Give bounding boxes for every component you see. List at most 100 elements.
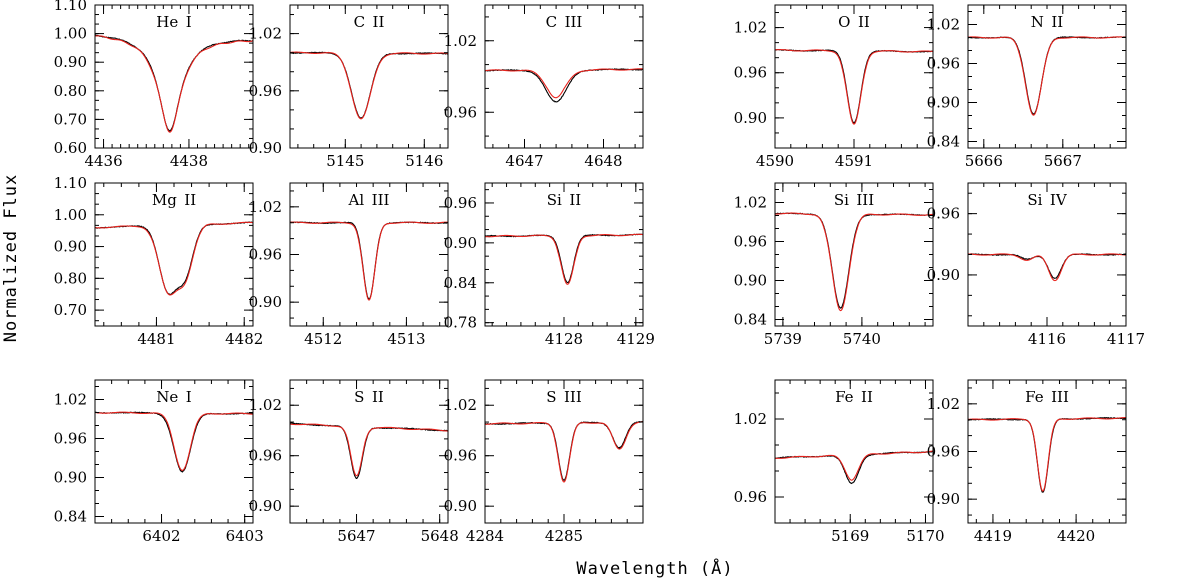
model-spectrum-line	[95, 35, 253, 133]
x-tick-label: 4284	[466, 527, 504, 545]
observed-spectrum-line	[485, 420, 643, 481]
observed-spectrum-line	[290, 221, 448, 300]
model-spectrum-line	[290, 221, 448, 301]
y-tick-label: 1.10	[54, 0, 87, 14]
panel-grid: He I 0.60 0.70 0.80 0.90 1.00 1.10 4436 4438 C II…	[54, 0, 1146, 545]
y-tick-label: 0.84	[444, 274, 477, 292]
y-tick-label: 0.90	[54, 53, 87, 71]
x-tick-label: 4482	[225, 330, 263, 348]
y-tick-label: 0.90	[734, 109, 767, 127]
y-tick-label: 0.90	[927, 94, 960, 112]
y-tick-label: 0.90	[54, 238, 87, 256]
x-tick-label: 4590	[756, 152, 794, 170]
y-tick-label: 1.02	[444, 396, 477, 414]
spectrum-panel: Al III 0.90 0.96 1.02 4512 4513	[249, 182, 449, 348]
panel-title: Mg II	[152, 191, 196, 209]
y-tick-label: 0.90	[927, 490, 960, 508]
y-tick-label: 0.60	[54, 139, 87, 157]
model-spectrum-line	[968, 36, 1126, 116]
panel-title: Fe II	[835, 388, 873, 406]
y-tick-label: 0.96	[734, 233, 767, 251]
y-tick-label: 0.90	[444, 497, 477, 515]
x-tick-label: 5667	[1044, 152, 1082, 170]
observed-spectrum-line	[775, 48, 933, 124]
x-tick-label: 5648	[421, 527, 459, 545]
panel-title: N II	[1031, 13, 1064, 31]
x-tick-label: 4129	[617, 330, 655, 348]
x-tick-label: 5647	[337, 527, 375, 545]
x-tick-label: 5146	[405, 152, 443, 170]
panel-title: Si III	[834, 191, 874, 209]
y-tick-label: 0.90	[249, 293, 282, 311]
y-tick-label: 0.80	[54, 269, 87, 287]
y-tick-label: 1.02	[249, 198, 282, 216]
y-tick-label: 0.96	[444, 447, 477, 465]
y-tick-label: 0.96	[927, 205, 960, 223]
x-tick-label: 5145	[326, 152, 364, 170]
spectrum-panel: Fe III 0.90 0.96 1.02 4419 4420	[927, 379, 1127, 545]
model-spectrum-line	[485, 233, 643, 285]
y-tick-label: 1.02	[734, 410, 767, 428]
y-tick-label: 0.78	[444, 314, 477, 332]
y-tick-label: 0.96	[734, 64, 767, 82]
spectrum-panel: Si II 0.78 0.84 0.90 0.96 4128 4129	[444, 182, 655, 348]
x-tick-label: 4128	[545, 330, 583, 348]
y-tick-label: 0.90	[734, 272, 767, 290]
y-tick-label: 1.02	[734, 194, 767, 212]
y-tick-label: 0.96	[734, 488, 767, 506]
y-tick-label: 0.96	[249, 447, 282, 465]
spectrum-panel: O II 0.90 0.96 1.02 4590 4591	[734, 4, 934, 170]
y-tick-label: 0.84	[54, 508, 87, 526]
model-spectrum-line	[290, 51, 448, 120]
model-spectrum-line	[485, 68, 643, 99]
panel-title: S II	[354, 388, 384, 406]
panel-title: Ne I	[156, 388, 192, 406]
x-tick-label: 4436	[84, 152, 122, 170]
x-tick-label: 5739	[764, 330, 802, 348]
y-axis-title: Normalized Flux	[1, 174, 21, 343]
observed-spectrum-line	[775, 212, 933, 309]
panel-title: C III	[546, 13, 583, 31]
model-spectrum-line	[775, 450, 933, 481]
y-tick-label: 0.90	[927, 266, 960, 284]
spectrum-panel: S II 0.90 0.96 1.02 5647 5648	[249, 379, 459, 545]
y-tick-label: 1.02	[249, 25, 282, 43]
spectrum-panel: Fe II 0.96 1.02 5169 5170	[734, 379, 945, 545]
y-tick-label: 0.96	[54, 430, 87, 448]
observed-spectrum-line	[95, 411, 253, 473]
model-spectrum-line	[775, 49, 933, 125]
model-spectrum-line	[290, 423, 448, 477]
x-tick-label: 4591	[835, 152, 873, 170]
x-tick-label: 4647	[505, 152, 543, 170]
panel-title: C II	[354, 13, 385, 31]
y-tick-label: 0.90	[249, 497, 282, 515]
y-tick-label: 0.70	[54, 301, 87, 319]
x-tick-label: 4419	[974, 527, 1012, 545]
panel-title: Si II	[547, 191, 581, 209]
panel-frame	[289, 4, 449, 149]
panel-title: He I	[156, 13, 191, 31]
spectrum-panel: N II 0.84 0.90 0.96 1.02 5666 5667	[927, 4, 1127, 170]
x-tick-label: 5169	[831, 527, 869, 545]
y-tick-label: 0.90	[249, 139, 282, 157]
y-tick-label: 0.96	[249, 246, 282, 264]
panel-title: S III	[546, 388, 582, 406]
panel-frame	[484, 4, 644, 149]
y-tick-label: 1.10	[54, 174, 87, 192]
y-tick-label: 0.96	[249, 82, 282, 100]
y-tick-label: 0.96	[927, 443, 960, 461]
model-spectrum-line	[485, 421, 643, 483]
panel-title: O II	[838, 13, 870, 31]
spectrum-panel: C III 0.96 1.02 4647 4648	[444, 4, 644, 170]
model-spectrum-line	[968, 253, 1126, 282]
panel-title: Fe III	[1025, 388, 1069, 406]
x-tick-label: 4512	[304, 330, 342, 348]
model-spectrum-line	[95, 221, 253, 296]
x-axis-title: Wavelength (Å)	[576, 557, 733, 579]
x-tick-label: 4481	[137, 330, 175, 348]
x-tick-label: 6402	[142, 527, 180, 545]
observed-spectrum-line	[290, 51, 448, 119]
panel-frame	[289, 379, 449, 524]
y-tick-label: 0.84	[927, 133, 960, 151]
